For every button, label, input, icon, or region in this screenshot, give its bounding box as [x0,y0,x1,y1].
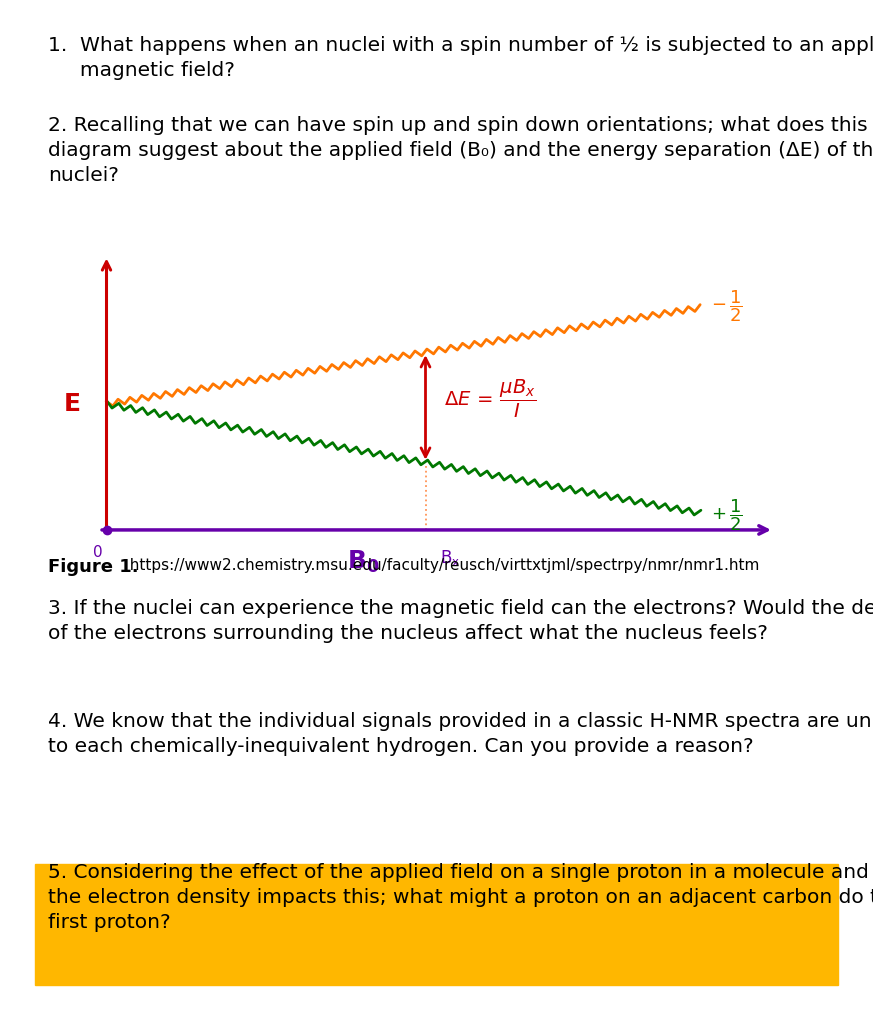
Text: https://www2.chemistry.msu.edu/faculty/reusch/virttxtjml/spectrpy/nmr/nmr1.htm: https://www2.chemistry.msu.edu/faculty/r… [120,558,759,573]
Text: 1.  What happens when an nuclei with a spin number of ½ is subjected to an appli: 1. What happens when an nuclei with a sp… [48,36,873,80]
Text: 0: 0 [93,545,103,560]
Text: 5. Considering the effect of the applied field on a single proton in a molecule : 5. Considering the effect of the applied… [48,863,873,932]
FancyBboxPatch shape [35,864,838,985]
Text: 4. We know that the individual signals provided in a classic H-NMR spectra are u: 4. We know that the individual signals p… [48,712,873,756]
Text: Figure 1.: Figure 1. [48,558,139,577]
Text: 2. Recalling that we can have spin up and spin down orientations; what does this: 2. Recalling that we can have spin up an… [48,116,873,184]
Text: $\Delta E\, =\, \dfrac{\mu B_x}{I}$: $\Delta E\, =\, \dfrac{\mu B_x}{I}$ [443,378,536,420]
Text: $-\,\dfrac{1}{2}$: $-\,\dfrac{1}{2}$ [711,288,743,324]
Text: $+\,\dfrac{1}{2}$: $+\,\dfrac{1}{2}$ [711,497,743,532]
Text: 3. If the nuclei can experience the magnetic field can the electrons? Would the : 3. If the nuclei can experience the magn… [48,599,873,643]
Text: E: E [64,392,81,416]
Text: $\mathbf{B_0}$: $\mathbf{B_0}$ [347,549,380,574]
Text: $\mathrm{B_x}$: $\mathrm{B_x}$ [440,549,460,568]
